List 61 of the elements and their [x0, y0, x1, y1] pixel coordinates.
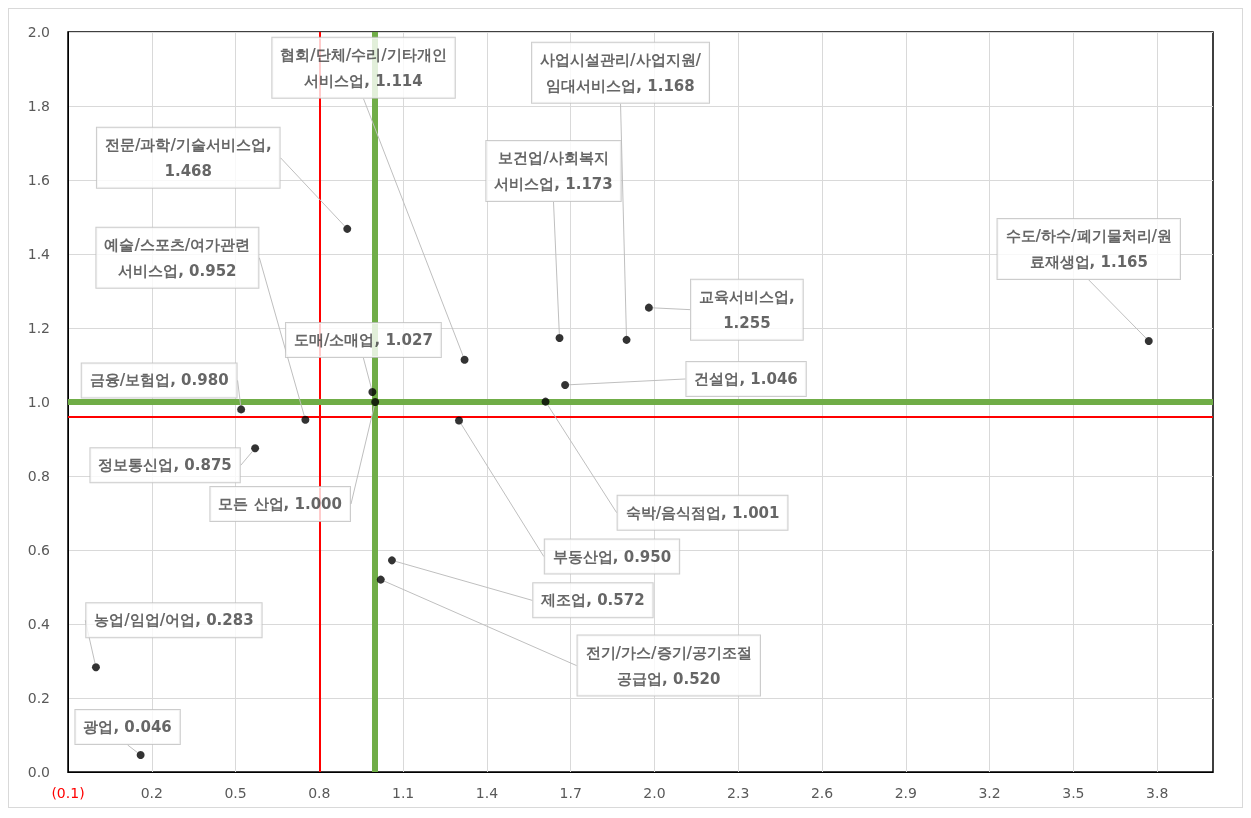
- data-label: 제조업, 0.572: [540, 591, 645, 610]
- data-label: 보건업/사회복지 서비스업, 1.173: [494, 148, 613, 193]
- y-tick-label: 1.6: [27, 172, 51, 188]
- y-tick-label: 0.8: [27, 468, 50, 484]
- point: [454, 416, 463, 425]
- y-tick-label: 1.2: [27, 320, 50, 336]
- x-tick-label: 0.2: [140, 785, 163, 801]
- data-label: 수도/하수/폐기물처리/원 료재생업, 1.165: [1005, 226, 1172, 271]
- y-tick-label: 0.4: [27, 616, 51, 632]
- y-tick-label: 0.2: [27, 690, 50, 706]
- x-tick-label: 1.4: [475, 785, 499, 801]
- point: [343, 224, 352, 233]
- point: [460, 355, 469, 364]
- data-label: 전기/가스/증기/공기조절 공급업, 0.520: [585, 643, 752, 688]
- point: [237, 405, 246, 414]
- y-tick-label: 1.8: [27, 98, 50, 114]
- y-tick-label: 0.6: [27, 542, 51, 558]
- point: [371, 398, 380, 406]
- x-tick-label: 1.1: [391, 785, 415, 801]
- x-tick-label: 2.0: [643, 785, 666, 801]
- data-label: 도매/소매업, 1.027: [293, 331, 433, 350]
- data-label: 금융/보험업, 0.980: [89, 371, 229, 390]
- point: [555, 333, 564, 342]
- point: [387, 556, 396, 565]
- x-tick-label: 3.2: [978, 785, 1001, 801]
- point: [541, 397, 550, 406]
- point: [376, 575, 385, 584]
- data-label: 모든 산업, 1.000: [218, 495, 342, 513]
- x-tick-label: 2.9: [894, 785, 917, 801]
- data-label: 농업/임업/어업, 0.283: [94, 611, 254, 630]
- data-label: 건설업, 1.046: [694, 369, 798, 388]
- point: [136, 750, 145, 759]
- point: [91, 663, 100, 672]
- point: [644, 303, 653, 312]
- y-tick-label: 0.0: [27, 764, 50, 780]
- point: [561, 380, 570, 389]
- point: [368, 388, 377, 397]
- data-label: 부동산업, 0.950: [552, 547, 672, 566]
- data-label: 협회/단체/수리/기타개인 서비스업, 1.114: [280, 45, 447, 90]
- point: [301, 415, 310, 424]
- y-tick-label: 1.4: [27, 246, 51, 262]
- x-tick-label: 1.7: [559, 785, 582, 801]
- y-tick-label: 2.0: [27, 24, 50, 40]
- data-label: 전문/과학/기술서비스업, 1.468: [104, 135, 272, 180]
- data-label: 광업, 0.046: [83, 717, 172, 736]
- x-tick-label: 0.8: [308, 785, 331, 801]
- x-tick-label: 2.6: [810, 785, 834, 801]
- data-label: 사업시설관리/사업지원/ 임대서비스업, 1.168: [540, 50, 702, 95]
- x-tick-label: (0.1): [51, 785, 85, 801]
- y-tick-label: 1.0: [27, 394, 50, 410]
- point: [1144, 336, 1153, 345]
- point: [622, 335, 631, 344]
- x-tick-label: 3.5: [1062, 785, 1085, 801]
- data-label: 예술/스포츠/여가관련 서비스업, 0.952: [104, 235, 251, 280]
- data-label: 정보통신업, 0.875: [98, 456, 232, 475]
- point: [251, 444, 260, 453]
- x-tick-label: 3.8: [1146, 785, 1169, 801]
- data-label: 교육서비스업, 1.255: [699, 287, 795, 332]
- data-label: 숙박/음식점업, 1.001: [625, 503, 780, 522]
- x-tick-label: 0.5: [224, 785, 247, 801]
- x-tick-label: 2.3: [727, 785, 750, 801]
